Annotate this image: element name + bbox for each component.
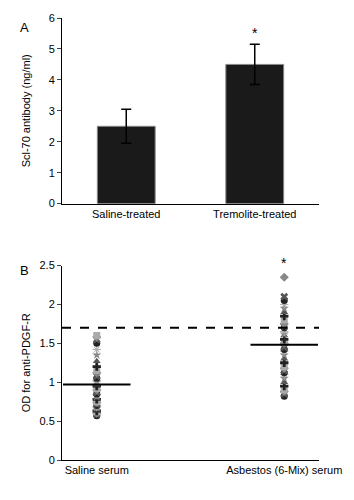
svg-text:Saline serum: Saline serum [65,464,129,476]
svg-text:2.5: 2.5 [40,259,55,271]
svg-text:Saline-treated: Saline-treated [92,208,161,220]
svg-text:3: 3 [49,105,55,117]
svg-text:A: A [20,20,29,35]
svg-text:0: 0 [49,197,55,209]
svg-text:2: 2 [49,136,55,148]
svg-text:5: 5 [49,43,55,55]
svg-text:6: 6 [49,12,55,24]
svg-text:1: 1 [49,167,55,179]
svg-text:B: B [20,263,29,278]
svg-text:2: 2 [49,298,55,310]
svg-text:*: * [281,255,287,271]
svg-text:OD for anti-PDGF-R: OD for anti-PDGF-R [20,313,32,412]
svg-text:Asbestos (6-Mix) serum: Asbestos (6-Mix) serum [226,464,342,476]
svg-text:4: 4 [49,74,55,86]
svg-text:*: * [252,25,258,41]
svg-text:1: 1 [49,376,55,388]
svg-text:0.5: 0.5 [40,415,55,427]
svg-text:Tremolite-treated: Tremolite-treated [213,208,296,220]
svg-text:1.5: 1.5 [40,337,55,349]
svg-text:0: 0 [49,454,55,466]
svg-text:Scl-70 antibody (ng/ml): Scl-70 antibody (ng/ml) [20,54,32,167]
